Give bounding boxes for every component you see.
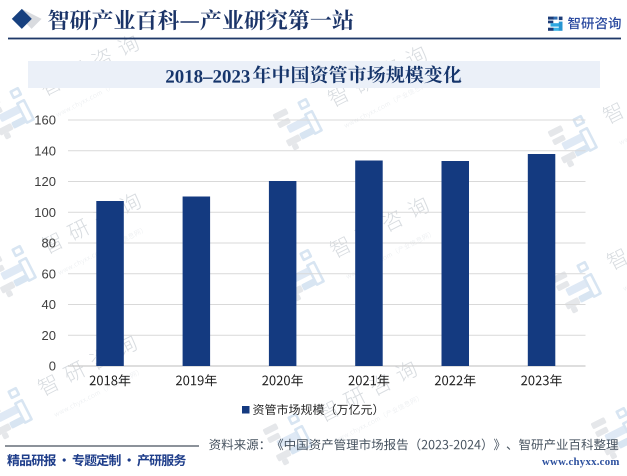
svg-text:80: 80 xyxy=(42,236,56,251)
svg-text:0: 0 xyxy=(49,359,56,374)
svg-text:40: 40 xyxy=(42,297,56,312)
svg-text:120: 120 xyxy=(34,174,56,189)
svg-text:www.chyxx.com: www.chyxx.com xyxy=(542,456,620,468)
svg-text:140: 140 xyxy=(34,143,56,158)
svg-text:100: 100 xyxy=(34,205,56,220)
svg-text:160: 160 xyxy=(34,113,56,128)
svg-text:20: 20 xyxy=(42,328,56,343)
svg-text:60: 60 xyxy=(42,266,56,281)
